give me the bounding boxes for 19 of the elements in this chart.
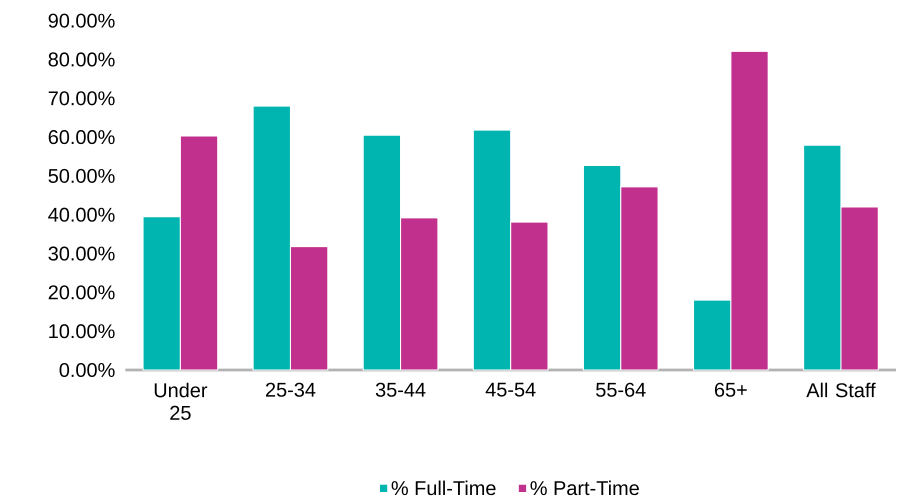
y-tick-label: 90.00% bbox=[48, 14, 115, 28]
x-tick-label: 45-54 bbox=[486, 382, 536, 397]
x-tick-label: Under 25 bbox=[154, 382, 208, 420]
y-tick-label: 10.00% bbox=[49, 324, 115, 338]
y-tick-label: 40.00% bbox=[48, 208, 115, 222]
x-tick-label: 25-34 bbox=[266, 382, 316, 397]
x-tick-label: All Staff bbox=[806, 382, 876, 398]
x-tick-label: 65+ bbox=[714, 382, 747, 397]
x-tick-label: 55-64 bbox=[596, 382, 646, 397]
x-tick-label: 35-44 bbox=[376, 382, 426, 397]
y-tick-label: 60.00% bbox=[48, 130, 115, 144]
y-tick-label: 50.00% bbox=[48, 168, 115, 183]
legend-label: % Part-Time bbox=[530, 480, 639, 496]
y-tick-label: 70.00% bbox=[48, 91, 115, 106]
y-tick-label: 80.00% bbox=[48, 52, 115, 67]
y-tick-label: 0.00% bbox=[60, 362, 115, 378]
y-tick-label: 20.00% bbox=[48, 285, 115, 300]
y-tick-label: 30.00% bbox=[48, 246, 115, 261]
legend-label: % Full-Time bbox=[392, 480, 496, 496]
